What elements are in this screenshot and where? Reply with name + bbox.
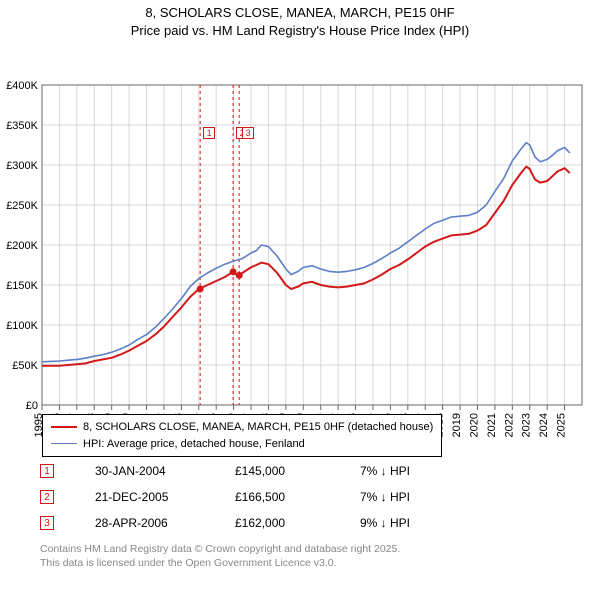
- attribution-line-1: Contains HM Land Registry data © Crown c…: [40, 542, 400, 556]
- sale-date: 28-APR-2006: [95, 516, 235, 530]
- svg-text:£200K: £200K: [6, 240, 38, 252]
- svg-text:£0: £0: [26, 400, 38, 412]
- legend-item: 8, SCHOLARS CLOSE, MANEA, MARCH, PE15 0H…: [51, 419, 433, 436]
- sale-date: 21-DEC-2005: [95, 490, 235, 504]
- svg-text:£400K: £400K: [6, 80, 38, 92]
- legend-box: 8, SCHOLARS CLOSE, MANEA, MARCH, PE15 0H…: [42, 414, 442, 457]
- attribution-line-2: This data is licensed under the Open Gov…: [40, 556, 400, 570]
- legend-swatch: [51, 443, 77, 444]
- chart-area: £0 £50K £100K £150K £200K £250K £300K £350K £400…: [0, 39, 600, 452]
- svg-text:£250K: £250K: [6, 200, 38, 212]
- sale-price: £162,000: [235, 516, 360, 530]
- svg-text:£350K: £350K: [6, 120, 38, 132]
- title-line-2: Price paid vs. HM Land Registry's House …: [0, 22, 600, 40]
- sales-table-row: 1 30-JAN-2004£145,0007% ↓ HPI: [40, 458, 480, 484]
- line-chart-svg: £0 £50K £100K £150K £200K £250K £300K £350K £400…: [0, 39, 600, 449]
- svg-text:£300K: £300K: [6, 160, 38, 172]
- sale-badge: 1: [40, 464, 54, 478]
- sale-delta: 7% ↓ HPI: [360, 490, 480, 504]
- legend-label: 8, SCHOLARS CLOSE, MANEA, MARCH, PE15 0H…: [83, 419, 433, 436]
- sale-delta: 9% ↓ HPI: [360, 516, 480, 530]
- sale-delta: 7% ↓ HPI: [360, 464, 480, 478]
- svg-text:£150K: £150K: [6, 280, 38, 292]
- chart-sale-marker-badge: 3: [242, 127, 254, 139]
- sale-price: £145,000: [235, 464, 360, 478]
- sales-table: 1 30-JAN-2004£145,0007% ↓ HPI 2 21-DEC-2005…: [40, 458, 480, 536]
- sale-badge: 2: [40, 490, 54, 504]
- attribution-text: Contains HM Land Registry data © Crown c…: [40, 542, 400, 570]
- legend-swatch: [51, 426, 77, 428]
- sale-price: £166,500: [235, 490, 360, 504]
- svg-text:2023: 2023: [521, 413, 533, 437]
- sale-badge: 3: [40, 516, 54, 530]
- sales-table-row: 3 28-APR-2006£162,0009% ↓ HPI: [40, 510, 480, 536]
- chart-sale-marker-badge: 1: [203, 127, 215, 139]
- svg-text:2020: 2020: [468, 413, 480, 437]
- svg-text:2025: 2025: [556, 413, 568, 437]
- svg-text:£50K: £50K: [12, 360, 38, 372]
- svg-text:2019: 2019: [451, 413, 463, 437]
- svg-text:2022: 2022: [503, 413, 515, 437]
- svg-text:2024: 2024: [538, 413, 550, 437]
- chart-title-block: 8, SCHOLARS CLOSE, MANEA, MARCH, PE15 0H…: [0, 0, 600, 39]
- legend-item: HPI: Average price, detached house, Fenl…: [51, 436, 433, 453]
- svg-text:£100K: £100K: [6, 320, 38, 332]
- legend-label: HPI: Average price, detached house, Fenl…: [83, 436, 305, 453]
- sale-date: 30-JAN-2004: [95, 464, 235, 478]
- sales-table-row: 2 21-DEC-2005£166,5007% ↓ HPI: [40, 484, 480, 510]
- title-line-1: 8, SCHOLARS CLOSE, MANEA, MARCH, PE15 0H…: [0, 4, 600, 22]
- svg-text:2021: 2021: [486, 413, 498, 437]
